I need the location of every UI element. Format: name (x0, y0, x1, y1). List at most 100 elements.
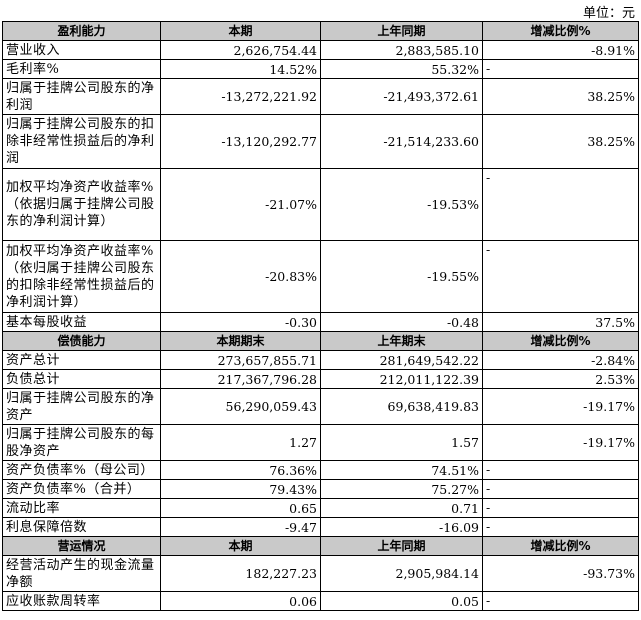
table-row: 归属于挂牌公司股东的扣除非经常性损益后的净利润 -13,120,292.77 -… (2, 114, 639, 169)
table-row: 归属于挂牌公司股东的净利润 -13,272,221.92 -21,493,372… (2, 78, 639, 115)
table-row: 应收账款周转率 0.06 0.05 - (2, 591, 639, 611)
row-label: 负债总计 (2, 369, 161, 389)
change-value: - (482, 591, 639, 611)
header-cell: 上年同期 (320, 536, 483, 556)
table-row: 营业收入 2,626,754.44 2,883,585.10 -8.91% (2, 40, 639, 60)
prior-value: 75.27% (320, 479, 483, 499)
section-header-profitability: 盈利能力 本期 上年同期 增减比例% (2, 21, 639, 41)
header-cell: 偿债能力 (2, 331, 161, 351)
prior-value: 0.05 (320, 591, 483, 611)
prior-value: 69,638,419.83 (320, 388, 483, 425)
header-cell: 上年期末 (320, 331, 483, 351)
current-value: -0.30 (160, 312, 321, 332)
row-label: 利息保障倍数 (2, 517, 161, 537)
prior-value: 0.71 (320, 498, 483, 518)
prior-value: -21,514,233.60 (320, 114, 483, 169)
change-value: -93.73% (482, 555, 639, 592)
table-row: 加权平均净资产收益率%（依归属于挂牌公司股东的扣除非经常性损益后的净利润计算） … (2, 240, 639, 313)
row-label: 资产总计 (2, 350, 161, 370)
header-cell: 增减比例% (482, 21, 639, 41)
header-cell: 增减比例% (482, 536, 639, 556)
change-value: -19.17% (482, 388, 639, 425)
table-row: 毛利率% 14.52% 55.32% - (2, 59, 639, 79)
row-label: 经营活动产生的现金流量净额 (2, 555, 161, 592)
header-cell: 盈利能力 (2, 21, 161, 41)
current-value: 2,626,754.44 (160, 40, 321, 60)
current-value: -21.07% (160, 168, 321, 241)
table-row: 流动比率 0.65 0.71 - (2, 498, 639, 518)
current-value: -13,272,221.92 (160, 78, 321, 115)
row-label: 毛利率% (2, 59, 161, 79)
row-label: 流动比率 (2, 498, 161, 518)
prior-value: 2,905,984.14 (320, 555, 483, 592)
table-row: 加权平均净资产收益率%（依据归属于挂牌公司股东的净利润计算） -21.07% -… (2, 168, 639, 241)
change-value: - (482, 479, 639, 499)
section-header-operations: 营运情况 本期 上年同期 增减比例% (2, 536, 639, 556)
current-value: -20.83% (160, 240, 321, 313)
change-value: 37.5% (482, 312, 639, 332)
current-value: 14.52% (160, 59, 321, 79)
row-label: 归属于挂牌公司股东的扣除非经常性损益后的净利润 (2, 114, 161, 169)
table-row: 经营活动产生的现金流量净额 182,227.23 2,905,984.14 -9… (2, 555, 639, 592)
change-value: -19.17% (482, 424, 639, 461)
row-label: 基本每股收益 (2, 312, 161, 332)
header-cell: 营运情况 (2, 536, 161, 556)
current-value: 1.27 (160, 424, 321, 461)
row-label: 归属于挂牌公司股东的净利润 (2, 78, 161, 115)
change-value: - (482, 168, 639, 241)
unit-label: 单位：元 (582, 6, 635, 21)
change-value: 38.25% (482, 78, 639, 115)
section-header-solvency: 偿债能力 本期期末 上年期末 增减比例% (2, 331, 639, 351)
change-value: 2.53% (482, 369, 639, 389)
change-value: - (482, 498, 639, 518)
prior-value: -21,493,372.61 (320, 78, 483, 115)
current-value: 79.43% (160, 479, 321, 499)
current-value: -13,120,292.77 (160, 114, 321, 169)
change-value: -2.84% (482, 350, 639, 370)
table-row: 归属于挂牌公司股东的每股净资产 1.27 1.57 -19.17% (2, 424, 639, 461)
table-row: 基本每股收益 -0.30 -0.48 37.5% (2, 312, 639, 332)
table-row: 资产负债率%（合并） 79.43% 75.27% - (2, 479, 639, 499)
prior-value: -16.09 (320, 517, 483, 537)
current-value: 217,367,796.28 (160, 369, 321, 389)
prior-value: -19.55% (320, 240, 483, 313)
current-value: 76.36% (160, 460, 321, 480)
change-value: - (482, 59, 639, 79)
current-value: 0.06 (160, 591, 321, 611)
table-row: 负债总计 217,367,796.28 212,011,122.39 2.53% (2, 369, 639, 389)
table-row: 利息保障倍数 -9.47 -16.09 - (2, 517, 639, 537)
row-label: 归属于挂牌公司股东的净资产 (2, 388, 161, 425)
row-label: 资产负债率%（合并） (2, 479, 161, 499)
change-value: - (482, 460, 639, 480)
header-cell: 增减比例% (482, 331, 639, 351)
change-value: - (482, 240, 639, 313)
current-value: 56,290,059.43 (160, 388, 321, 425)
row-label: 加权平均净资产收益率%（依据归属于挂牌公司股东的净利润计算） (2, 168, 161, 241)
prior-value: 2,883,585.10 (320, 40, 483, 60)
prior-value: 55.32% (320, 59, 483, 79)
header-cell: 本期 (160, 21, 321, 41)
header-cell: 本期期末 (160, 331, 321, 351)
change-value: -8.91% (482, 40, 639, 60)
header-cell: 本期 (160, 536, 321, 556)
row-label: 应收账款周转率 (2, 591, 161, 611)
change-value: 38.25% (482, 114, 639, 169)
prior-value: 281,649,542.22 (320, 350, 483, 370)
current-value: 0.65 (160, 498, 321, 518)
row-label: 营业收入 (2, 40, 161, 60)
current-value: 182,227.23 (160, 555, 321, 592)
prior-value: -19.53% (320, 168, 483, 241)
table-row: 资产负债率%（母公司） 76.36% 74.51% - (2, 460, 639, 480)
table-row: 资产总计 273,657,855.71 281,649,542.22 -2.84… (2, 350, 639, 370)
row-label: 资产负债率%（母公司） (2, 460, 161, 480)
row-label: 加权平均净资产收益率%（依归属于挂牌公司股东的扣除非经常性损益后的净利润计算） (2, 240, 161, 313)
current-value: 273,657,855.71 (160, 350, 321, 370)
prior-value: 212,011,122.39 (320, 369, 483, 389)
financial-indicators-table: 盈利能力 本期 上年同期 增减比例% 营业收入 2,626,754.44 2,8… (2, 21, 639, 611)
change-value: - (482, 517, 639, 537)
prior-value: 74.51% (320, 460, 483, 480)
prior-value: 1.57 (320, 424, 483, 461)
header-cell: 上年同期 (320, 21, 483, 41)
prior-value: -0.48 (320, 312, 483, 332)
current-value: -9.47 (160, 517, 321, 537)
